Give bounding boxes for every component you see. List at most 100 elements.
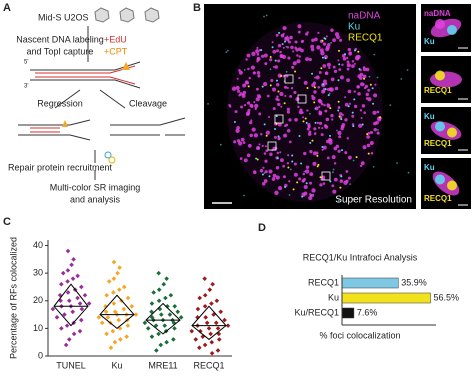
focus [338,63,341,66]
focus [344,151,348,155]
focus [376,110,380,114]
focus [373,53,376,56]
point [157,306,163,312]
focus [247,67,250,71]
point [202,292,208,298]
cell-icon [144,7,160,23]
focus [298,135,301,138]
focus [234,110,238,114]
focus [306,31,309,34]
focus [319,48,324,53]
bar [341,307,355,319]
focus [377,129,379,131]
point [189,328,195,334]
focus [312,161,317,166]
focus [346,56,349,60]
focus [334,32,340,37]
point [82,292,88,298]
focus [296,54,299,57]
focus [273,135,277,139]
focus [400,78,403,80]
focus [333,162,337,165]
focus [304,117,307,120]
focus [406,69,409,71]
focus [330,113,334,118]
focus [272,49,277,54]
panel-label: D [258,222,266,234]
focus [323,124,327,128]
focus [338,68,342,71]
point [59,326,64,331]
focus [225,51,228,54]
point [62,312,67,317]
focus [351,114,355,118]
focus [288,140,292,144]
focus [310,44,315,49]
focus [319,183,323,187]
point [149,309,154,315]
focus [345,170,349,173]
focus [305,182,308,185]
focus [301,195,304,198]
point [117,265,122,270]
focus [260,49,263,52]
point [156,270,161,276]
focus [275,97,279,101]
focus [250,104,254,108]
focus [361,104,366,108]
roi-box [297,94,307,104]
point [63,342,69,348]
focus [353,104,358,109]
focus [301,192,306,197]
focus [235,128,240,133]
focus [318,99,323,104]
focus [322,42,327,46]
focus [338,135,342,139]
focus [325,45,330,50]
step-text: Repair protein recruitment [8,162,113,172]
focus [363,77,366,80]
focus [243,194,246,197]
focus [207,102,209,105]
focus [332,168,335,171]
focus [297,24,302,29]
point [168,292,174,298]
focus [313,127,317,131]
focus [228,103,231,107]
focus [268,169,273,174]
focus [322,64,327,68]
focus [374,83,377,86]
point [103,303,108,309]
point [158,342,164,348]
focus [285,37,290,42]
point [156,331,161,337]
point [59,281,64,287]
focus [246,153,251,158]
focus [360,161,365,166]
focus [250,65,256,70]
focus [318,105,321,108]
focus [325,35,328,38]
focus [353,62,356,65]
point [215,348,221,353]
cleaved-fork [110,117,186,136]
point [197,295,202,301]
focus [332,171,334,174]
focus [272,173,277,178]
nascent-strand [30,127,60,133]
focus [254,103,259,109]
focus [247,85,250,88]
focus [300,40,304,43]
focus [344,102,349,107]
focus [306,109,309,112]
point [116,287,122,293]
point [200,334,206,339]
focus [282,46,285,49]
focus [285,123,289,127]
focus [331,184,335,188]
focus [308,112,311,115]
focus [318,121,323,125]
focus [321,39,324,42]
focus [298,177,302,181]
focus [337,149,341,153]
